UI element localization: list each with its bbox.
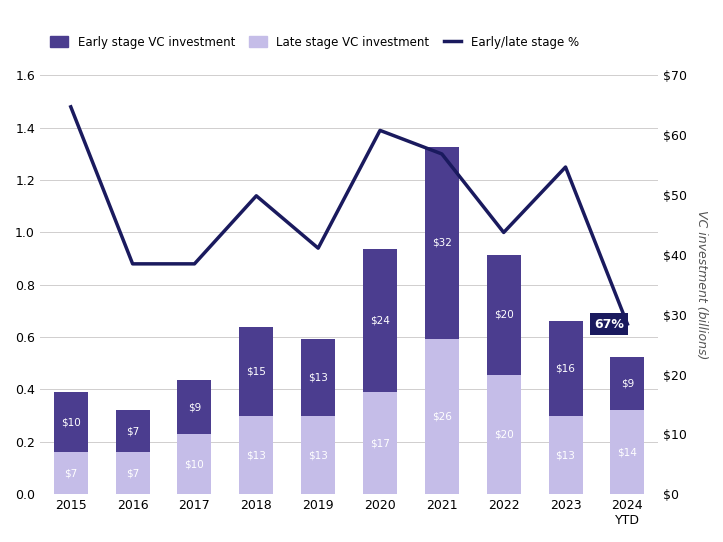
Bar <box>425 147 459 339</box>
Bar <box>239 416 273 494</box>
Bar <box>54 452 87 494</box>
Bar <box>425 339 459 494</box>
Bar <box>549 416 583 494</box>
Bar <box>549 321 583 416</box>
Text: $7: $7 <box>126 468 140 478</box>
Text: $32: $32 <box>432 238 452 248</box>
Text: $7: $7 <box>126 427 140 436</box>
Text: $16: $16 <box>555 364 576 373</box>
Text: $10: $10 <box>61 417 81 427</box>
Text: $13: $13 <box>308 372 328 383</box>
Text: 67%: 67% <box>594 318 624 331</box>
Text: $15: $15 <box>247 366 266 377</box>
Bar <box>177 434 212 494</box>
Bar <box>239 327 273 416</box>
Text: $7: $7 <box>64 468 77 478</box>
Text: $17: $17 <box>370 438 390 448</box>
Text: $24: $24 <box>370 315 390 326</box>
Bar <box>301 416 335 494</box>
Bar <box>487 255 521 375</box>
Text: $13: $13 <box>247 450 266 460</box>
Y-axis label: VC investment (billions): VC investment (billions) <box>695 210 708 359</box>
Text: $13: $13 <box>555 450 576 460</box>
Bar <box>116 410 150 452</box>
Text: $10: $10 <box>184 459 205 469</box>
Text: $9: $9 <box>621 378 634 389</box>
Bar <box>54 392 87 452</box>
Bar <box>487 375 521 494</box>
Text: $14: $14 <box>617 447 637 457</box>
Text: $13: $13 <box>308 450 328 460</box>
Text: $26: $26 <box>432 411 452 421</box>
Bar <box>301 339 335 416</box>
Bar <box>177 380 212 434</box>
Bar <box>363 392 397 494</box>
Bar <box>363 249 397 392</box>
Text: $9: $9 <box>188 402 201 412</box>
Text: $20: $20 <box>494 429 513 440</box>
Legend: Early stage VC investment, Late stage VC investment, Early/late stage %: Early stage VC investment, Late stage VC… <box>46 31 583 54</box>
Bar <box>116 452 150 494</box>
Bar <box>610 357 644 410</box>
Text: $20: $20 <box>494 309 513 320</box>
Bar <box>610 410 644 494</box>
